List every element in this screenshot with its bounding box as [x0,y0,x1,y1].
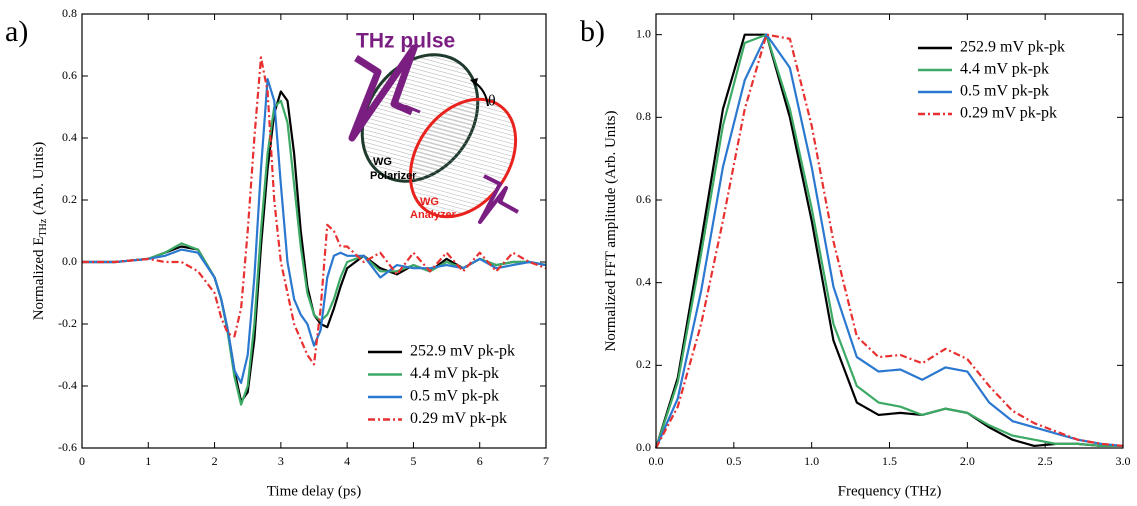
inset-label: θ [488,93,496,110]
x-tick-label: 4 [344,454,350,468]
inset-label: Polarizer [370,170,417,182]
plot-frame [81,13,547,449]
legend-label: 252.9 mV pk-pk [960,39,1065,56]
y-tick-label: -0.4 [58,378,77,392]
inset-label: THz pulse [356,30,455,53]
x-axis-title: Frequency (THz) [838,483,942,499]
legend-label: 0.5 mV pk-pk [410,388,499,405]
x-tick-label: 0.0 [649,454,664,468]
inset-diagram: THz pulse θ WG Polarizer WG Analyzer [348,30,519,224]
panel-label: b) [580,15,605,48]
inset-label: WG [373,156,392,168]
data-line [82,56,547,366]
y-tick-label: -0.6 [58,440,77,454]
panel-label: a) [5,15,28,48]
y-axis-title-part: Normalized FFT amplitude (Arb. Units) [603,111,619,352]
y-tick-label: 0.0 [62,254,77,268]
legend-label: 0.5 mV pk-pk [960,83,1049,100]
y-tick-label: 0.2 [636,357,651,371]
data-line [654,33,1123,449]
legend-label: 4.4 mV pk-pk [960,61,1049,78]
y-tick-label: 0.4 [636,274,651,288]
inset-label: WG [420,196,439,208]
data-line [655,33,1124,449]
legend-label: 0.29 mV pk-pk [410,410,507,427]
data-line [654,33,1124,449]
y-tick-label: 1.0 [636,26,651,40]
y-tick-label: 0.0 [636,440,651,454]
y-tick-label: 0.6 [636,192,651,206]
plot-frame [655,13,1124,449]
x-tick-label: 2.5 [1038,454,1053,468]
legend-label: 0.29 mV pk-pk [960,105,1057,122]
x-tick-label: 3.0 [1116,454,1131,468]
pulse-out [478,174,519,224]
y-axis-title-part: THz [38,218,49,236]
y-tick-label: 0.8 [62,6,77,20]
rotation-head [470,78,478,86]
y-axis-title-part: (Arb. Units) [31,142,47,219]
legend-label: 252.9 mV pk-pk [410,343,515,360]
pulse-in [348,44,418,142]
x-tick-label: 6 [477,454,483,468]
y-axis-title: Normalized ETHz (Arb. Units) [31,142,49,321]
y-tick-label: 0.8 [636,109,651,123]
pulse-arrow [404,104,421,114]
y-axis-title-part: Normalized E [31,237,47,321]
x-axis-title: Time delay (ps) [267,483,361,499]
inset-label: Analyzer [410,209,457,221]
x-tick-label: 5 [410,454,416,468]
y-tick-label: 0.6 [62,68,77,82]
x-tick-label: 7 [543,454,549,468]
x-tick-label: 1.5 [882,454,897,468]
data-line [654,33,1123,449]
x-tick-label: 1 [145,454,151,468]
x-tick-label: 3 [278,454,284,468]
y-tick-label: 0.2 [62,192,77,206]
y-axis-title: Normalized FFT amplitude (Arb. Units) [603,111,619,352]
legend-label: 4.4 mV pk-pk [410,365,499,382]
y-tick-label: -0.2 [58,316,77,330]
x-tick-label: 1.0 [804,454,819,468]
x-tick-label: 2.0 [960,454,975,468]
y-tick-label: 0.4 [62,130,77,144]
x-tick-label: 0.5 [726,454,741,468]
data-line [82,78,547,384]
x-tick-label: 2 [212,454,218,468]
x-tick-label: 0 [79,454,85,468]
